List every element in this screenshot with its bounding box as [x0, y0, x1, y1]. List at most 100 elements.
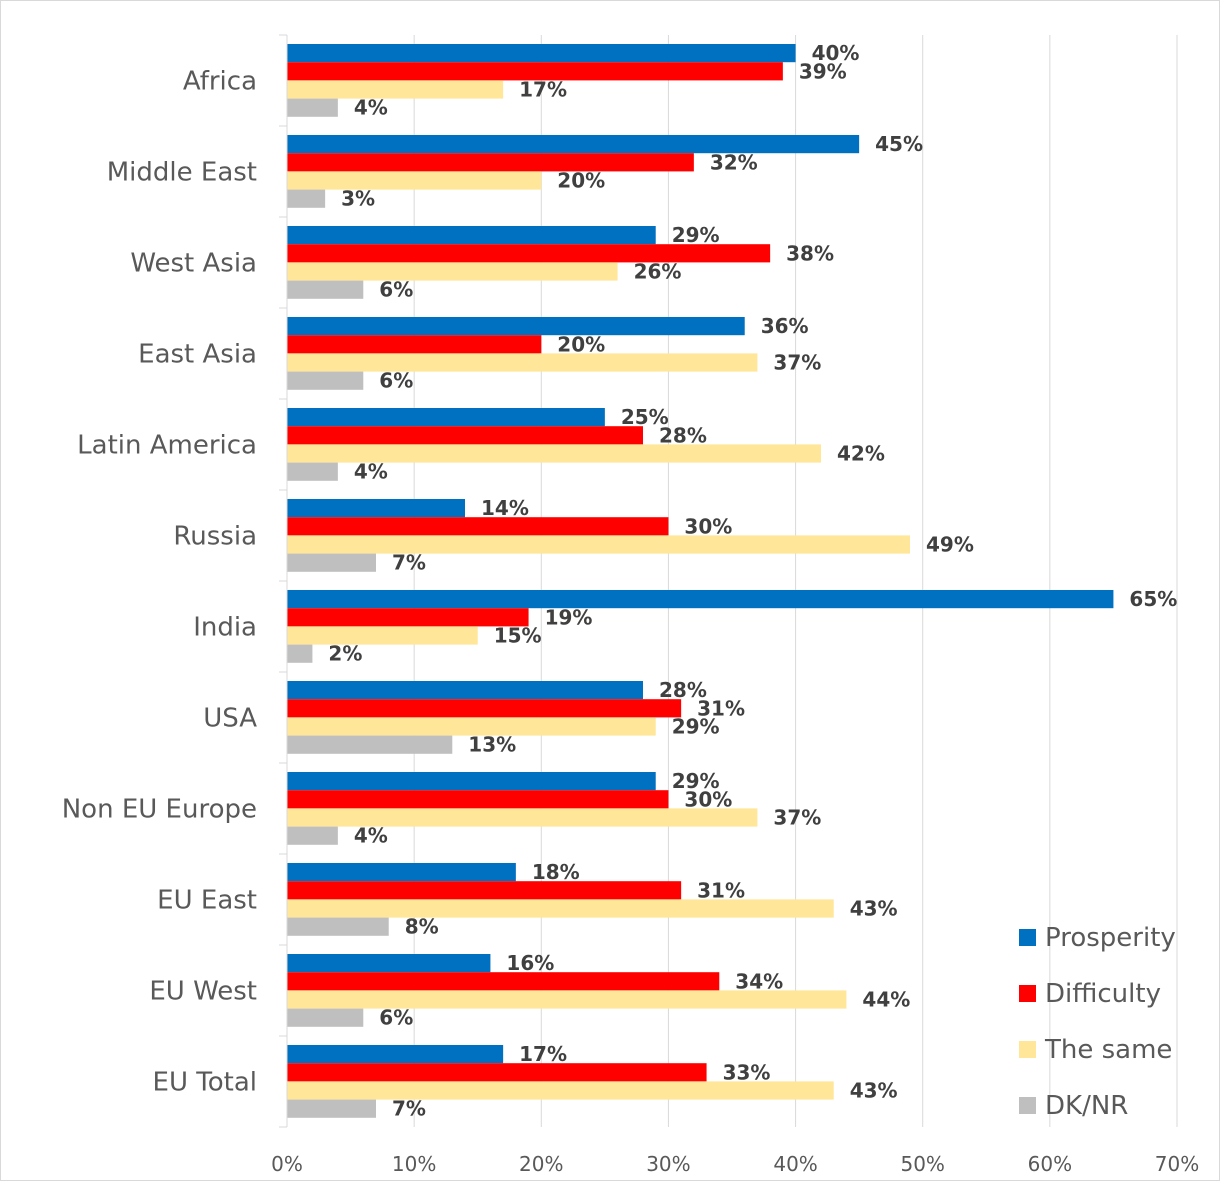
data-label-india-prosperity: 65% — [1129, 587, 1177, 611]
bars — [287, 44, 1114, 1118]
x-tick-label: 70% — [1155, 1152, 1199, 1176]
category-label-india: India — [193, 613, 257, 643]
bar-usa-difficulty — [287, 699, 682, 718]
x-tick-label: 50% — [900, 1152, 944, 1176]
bar-non-eu-europe-dk-nr — [287, 826, 338, 845]
category-label-eu-west: EU West — [149, 977, 257, 1007]
category-axis: Africa Middle East West Asia East Asia Latin… — [62, 34, 288, 1128]
data-label-eu-total-dk-nr: 7% — [392, 1097, 426, 1121]
bar-eu-east-difficulty — [287, 881, 682, 900]
data-label-usa-dk-nr: 13% — [468, 733, 516, 757]
data-labels: 40%39% 17% 4% 45% 32% 20% 3% 29% 38% 26% 6% 36% 20% 3… — [328, 41, 1177, 1121]
data-label-middle-east-difficulty: 32% — [710, 150, 758, 174]
bar-middle-east-the-same — [287, 171, 542, 190]
bar-eu-west-prosperity — [287, 954, 491, 973]
bar-russia-dk-nr — [287, 553, 376, 572]
bar-non-eu-europe-difficulty — [287, 790, 669, 809]
data-label-east-asia-dk-nr: 6% — [379, 369, 413, 393]
data-label-east-asia-difficulty: 20% — [557, 332, 605, 356]
legend-swatch-difficulty — [1019, 985, 1036, 1002]
bar-india-dk-nr — [287, 644, 313, 663]
bar-eu-total-prosperity — [287, 1045, 504, 1064]
bar-africa-difficulty — [287, 62, 783, 81]
bar-west-asia-prosperity — [287, 226, 656, 245]
bar-non-eu-europe-the-same — [287, 808, 758, 827]
bar-africa-prosperity — [287, 44, 796, 63]
data-label-russia-dk-nr: 7% — [392, 551, 426, 575]
legend-swatch-prosperity — [1019, 929, 1036, 946]
data-label-west-asia-dk-nr: 6% — [379, 278, 413, 302]
category-label-middle-east: Middle East — [107, 158, 257, 188]
category-label-latin-america: Latin America — [77, 431, 257, 461]
data-label-india-dk-nr: 2% — [328, 642, 362, 666]
bar-west-asia-dk-nr — [287, 280, 364, 299]
data-label-middle-east-prosperity: 45% — [875, 132, 923, 156]
category-label-eu-east: EU East — [157, 886, 257, 916]
category-label-east-asia: East Asia — [138, 340, 257, 370]
data-label-eu-total-the-same: 43% — [850, 1079, 898, 1103]
bar-non-eu-europe-prosperity — [287, 772, 656, 791]
bar-west-asia-difficulty — [287, 244, 771, 263]
legend-label-dk-nr: DK/NR — [1045, 1091, 1128, 1121]
bar-eu-east-dk-nr — [287, 917, 389, 936]
x-tick-label: 10% — [392, 1152, 436, 1176]
bar-russia-prosperity — [287, 499, 465, 518]
data-label-russia-the-same: 49% — [926, 533, 974, 557]
category-label-africa: Africa — [183, 67, 257, 97]
bar-russia-difficulty — [287, 517, 669, 536]
bar-russia-the-same — [287, 535, 910, 554]
bar-east-asia-difficulty — [287, 335, 542, 354]
bar-east-asia-prosperity — [287, 317, 745, 336]
bar-eu-total-difficulty — [287, 1063, 707, 1082]
data-label-non-eu-europe-dk-nr: 4% — [354, 824, 388, 848]
data-label-east-asia-the-same: 37% — [773, 351, 821, 375]
data-label-eu-east-prosperity: 18% — [532, 860, 580, 884]
x-tick-label: 0% — [271, 1152, 303, 1176]
bar-eu-east-prosperity — [287, 863, 516, 882]
bar-usa-prosperity — [287, 681, 643, 700]
bar-middle-east-dk-nr — [287, 189, 326, 208]
data-label-latin-america-prosperity: 25% — [621, 405, 669, 429]
data-label-usa-difficulty: 31% — [697, 696, 745, 720]
legend: Prosperity Difficulty The same DK/NR — [1019, 923, 1176, 1121]
data-label-middle-east-dk-nr: 3% — [341, 187, 375, 211]
data-label-west-asia-difficulty: 38% — [786, 241, 834, 265]
data-label-latin-america-difficulty: 28% — [659, 423, 707, 447]
bar-eu-total-dk-nr — [287, 1099, 376, 1118]
category-label-usa: USA — [203, 704, 257, 734]
data-label-non-eu-europe-difficulty: 30% — [684, 787, 732, 811]
data-label-west-asia-the-same: 26% — [634, 260, 682, 284]
data-label-eu-total-difficulty: 33% — [723, 1060, 771, 1084]
bar-east-asia-dk-nr — [287, 371, 364, 390]
data-label-eu-east-difficulty: 31% — [697, 878, 745, 902]
bar-usa-the-same — [287, 717, 656, 736]
data-label-non-eu-europe-the-same: 37% — [773, 806, 821, 830]
legend-swatch-dk-nr — [1019, 1097, 1036, 1114]
bar-india-the-same — [287, 626, 478, 645]
bar-eu-west-difficulty — [287, 972, 720, 991]
data-label-eu-east-dk-nr: 8% — [405, 915, 439, 939]
bar-africa-the-same — [287, 80, 504, 99]
data-label-latin-america-the-same: 42% — [837, 442, 885, 466]
legend-label-prosperity: Prosperity — [1045, 923, 1176, 953]
bar-latin-america-difficulty — [287, 426, 643, 445]
bar-middle-east-difficulty — [287, 153, 694, 172]
x-tick-label: 40% — [773, 1152, 817, 1176]
gridlines — [286, 35, 1178, 1127]
category-label-eu-total: EU Total — [153, 1068, 257, 1098]
data-label-east-asia-prosperity: 36% — [761, 314, 809, 338]
x-tick-label: 60% — [1028, 1152, 1072, 1176]
data-label-middle-east-the-same: 20% — [557, 169, 605, 193]
category-label-russia: Russia — [173, 522, 257, 552]
category-label-west-asia: West Asia — [130, 249, 257, 279]
value-axis: 0% 10% 20% 30% 40% 50% 60% 70% — [271, 1152, 1199, 1176]
data-label-usa-the-same: 29% — [672, 715, 720, 739]
data-label-india-the-same: 15% — [494, 624, 542, 648]
data-label-russia-difficulty: 30% — [684, 514, 732, 538]
legend-swatch-the-same — [1019, 1041, 1036, 1058]
bar-eu-total-the-same — [287, 1081, 834, 1100]
data-label-india-difficulty: 19% — [545, 605, 593, 629]
x-tick-label: 30% — [646, 1152, 690, 1176]
